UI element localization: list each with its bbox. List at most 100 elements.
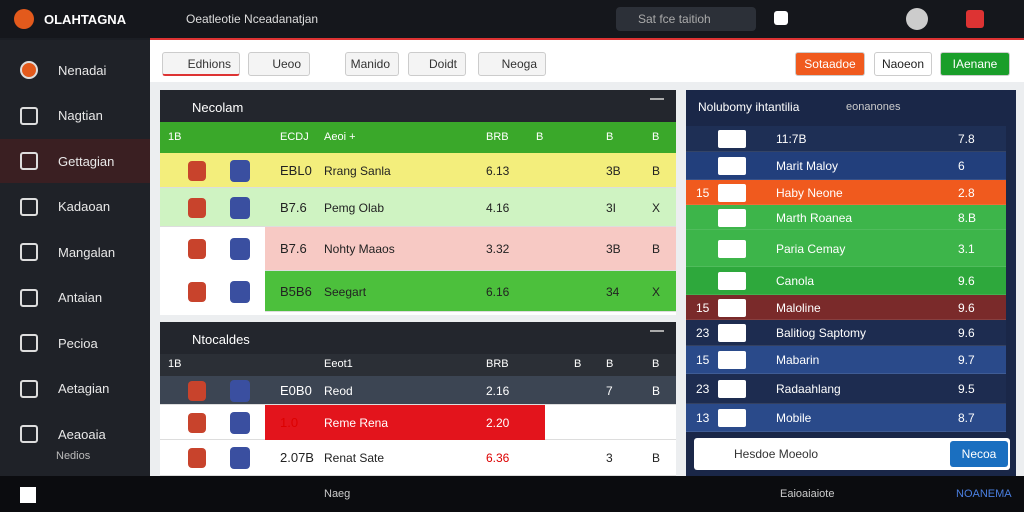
taskbar-item[interactable]: NOANEMA (956, 488, 1012, 500)
team-logo (188, 239, 206, 259)
match-name: Seegart (324, 284, 367, 299)
table-row[interactable]: B7.6 Pemg Olab 4.16 3I X (160, 188, 676, 227)
icon (20, 425, 38, 443)
column-label: B (652, 130, 660, 143)
stat: 3B (606, 242, 621, 256)
stat: 7 (606, 383, 613, 398)
team-logo (188, 448, 206, 468)
score: 9.5 (958, 382, 975, 396)
tab[interactable]: Doidt (408, 52, 466, 76)
brand: OLAHTAGNA (44, 12, 127, 27)
standing-row[interactable]: 11:7B 7.8 (686, 126, 1006, 152)
match-name: Nohty Maaos (324, 242, 395, 256)
sidebar-item[interactable]: Kadaoan (0, 185, 150, 229)
team-name: 11:7B (776, 132, 807, 146)
table-row[interactable]: EBL0 Rrang Sanla 6.13 3B B (160, 153, 676, 188)
label: Antaian (58, 290, 103, 305)
standing-row[interactable]: Marth Roanea 8.B (686, 205, 1006, 230)
standing-row[interactable]: Marit Maloy 6 (686, 152, 1006, 180)
tab[interactable]: Edhions (162, 52, 240, 76)
team-badge (718, 272, 746, 290)
sidebar: Nenadai Nagtian Gettagian Kadaoan Mangalan An… (0, 40, 150, 476)
team-logo (188, 197, 206, 218)
odds: 6.13 (486, 163, 510, 178)
match-name: Renat Sate (324, 451, 385, 465)
team-badge (718, 298, 746, 317)
odds: 4.16 (486, 200, 510, 215)
standing-row[interactable]: 13 Mobile 8.7 (686, 404, 1006, 432)
sidebar-item[interactable]: Pecioa (0, 321, 150, 365)
label: Gettagian (58, 153, 115, 169)
standing-row[interactable]: 15 Maloline 9.6 (686, 295, 1006, 320)
standing-row[interactable]: Canola 9.6 (686, 267, 1006, 295)
team-name: Maloline (776, 300, 821, 315)
sidebar-item[interactable]: Aetagian (0, 367, 150, 411)
score: E0B0 (280, 382, 312, 398)
score: B7.6 (280, 241, 307, 256)
table-row[interactable]: B7.6 Nohty Maaos 3.32 3B B (160, 227, 676, 271)
team-name: Mobile (776, 411, 812, 425)
score: 3.1 (958, 241, 975, 256)
standing-row[interactable]: 15 Mabarin 9.7 (686, 346, 1006, 374)
panel-subtitle: eonanones (846, 101, 901, 113)
icon[interactable] (966, 10, 984, 28)
panel-header: Ntocaldes (160, 322, 676, 354)
match-name: Pemg Olab (324, 200, 385, 215)
tab[interactable]: Ueoo (248, 52, 310, 76)
team-name: Balitiog Saptomy (776, 326, 867, 340)
team-name: Haby Neone (776, 185, 843, 200)
toolbar-button[interactable]: IAenane (940, 52, 1010, 76)
sidebar-item[interactable]: Nagtian (0, 94, 150, 138)
search-box[interactable]: Sat fce taitioh (616, 7, 756, 31)
sidebar-item[interactable]: Nenadai (0, 48, 150, 92)
icon (20, 379, 38, 398)
standing-row[interactable]: 23 Radaahlang 9.5 (686, 374, 1006, 404)
close-button[interactable] (650, 330, 664, 344)
column-label: BRB (486, 358, 509, 370)
standing-row[interactable]: Paria Cemay 3.1 (686, 230, 1006, 267)
match-name: Reod (324, 383, 353, 398)
tab[interactable]: Neoga (478, 52, 546, 76)
page-title: Oeatleotie Nceadanatjan (186, 12, 319, 26)
taskbar: Naeg Eaioaiaiote NOANEMA (0, 476, 1024, 512)
table-row[interactable]: 2.07B Renat Sate 6.36 3 B (160, 440, 676, 476)
team-badge (718, 324, 746, 342)
footer-button[interactable]: Necoa (950, 441, 1008, 467)
standing-row[interactable]: 15 Haby Neone 2.8 (686, 180, 1006, 205)
label: Mangalan (58, 244, 116, 260)
standings-panel: Nolubomy ihtantilia eonanones 11:7B 7.8 Mari… (686, 90, 1016, 476)
table-row[interactable]: B5B6 Seegart 6.16 34 X (160, 271, 676, 312)
team-logo (188, 412, 206, 433)
avatar[interactable] (906, 8, 928, 30)
tab[interactable]: Manido (345, 52, 399, 76)
panel-title: Ntocaldes (192, 332, 250, 347)
stat: B (652, 415, 661, 430)
taskbar-item[interactable]: Naeg (324, 488, 351, 500)
stat: X (652, 200, 661, 215)
label: Aeaoaia (58, 426, 106, 442)
score: EBL0 (280, 162, 312, 178)
score: 9.6 (958, 300, 975, 315)
icon (20, 288, 38, 307)
table-row[interactable]: E0B0 Reod 2.16 7 B (160, 376, 676, 405)
start-button[interactable] (20, 487, 36, 503)
top-bar: OLAHTAGNA Oeatleotie Nceadanatjan Sat fc… (0, 0, 1024, 38)
team-logo (188, 160, 206, 181)
toolbar-button[interactable]: Sotaadoe (795, 52, 865, 76)
sidebar-item[interactable]: Mangalan (0, 230, 150, 274)
taskbar-item[interactable]: Eaioaiaiote (780, 488, 835, 500)
standing-row[interactable]: 23 Balitiog Saptomy 9.6 (686, 320, 1006, 346)
score: 7.8 (958, 132, 975, 146)
label: Nenadai (58, 62, 107, 78)
icon (20, 106, 38, 125)
close-button[interactable] (650, 98, 664, 112)
sidebar-footer[interactable]: Nedios (56, 450, 91, 462)
sidebar-item[interactable]: Antaian (0, 276, 150, 320)
sidebar-item[interactable]: Gettagian (0, 139, 150, 183)
toolbar-button[interactable]: Naoeon (874, 52, 932, 76)
sidebar-item[interactable]: Aeaoaia (0, 412, 150, 456)
icon[interactable] (774, 11, 788, 25)
column-label: B (652, 358, 660, 370)
table-row[interactable]: 1.0 Reme Rena 2.20 4 B (160, 405, 676, 440)
